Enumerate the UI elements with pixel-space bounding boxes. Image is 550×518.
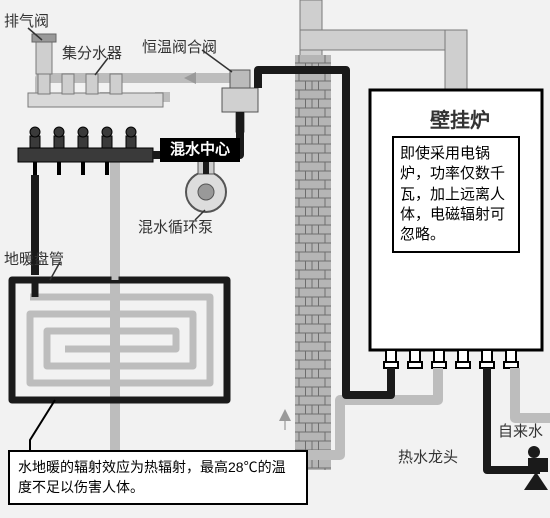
label-thermostat-valve: 恒温阀合阀 (142, 36, 217, 57)
label-hot-tap: 热水龙头 (398, 446, 458, 467)
boiler-connectors (384, 350, 518, 368)
diagram-canvas (0, 0, 550, 518)
label-manifold: 集分水器 (62, 42, 122, 63)
mixing-pump (186, 155, 226, 212)
callout-leader (30, 400, 55, 450)
label-exhaust-valve: 排气阀 (4, 10, 49, 31)
manifold-bottom (18, 127, 153, 175)
brick-wall (295, 55, 331, 470)
callout-box: 水地暖的辐射效应为热辐射，最高28℃的温度不足以伤害人体。 (8, 450, 308, 505)
label-floor-coil: 地暖盘管 (4, 248, 64, 269)
label-mixing-center: 混水中心 (160, 138, 240, 162)
label-tap-water: 自来水 (498, 420, 543, 441)
label-boiler-title: 壁挂炉 (430, 104, 490, 133)
label-mixing-pump: 混水循环泵 (138, 216, 213, 237)
boiler-text-box: 即使采用电锅炉，功率仅数千瓦，加上远离人体，电磁辐射可忽略。 (392, 136, 520, 253)
